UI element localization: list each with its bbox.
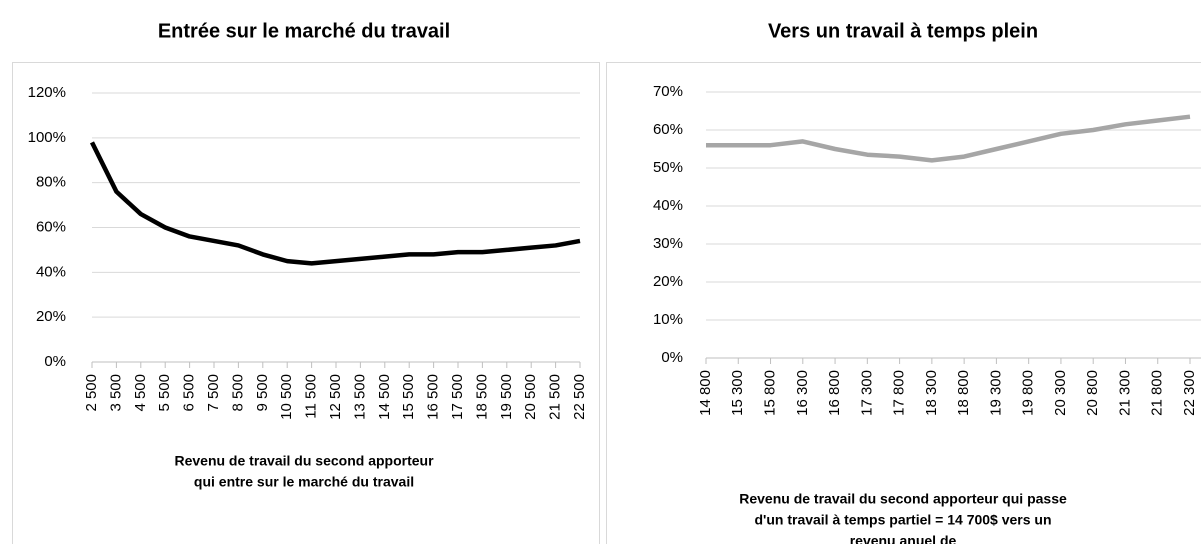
y-tick-label: 50% xyxy=(653,159,683,176)
x-tick-label: 16 500 xyxy=(425,374,442,420)
x-tick-label: 14 800 xyxy=(697,370,714,416)
x-tick-label: 19 800 xyxy=(1020,370,1037,416)
x-tick-label: 17 500 xyxy=(449,374,466,420)
y-tick-label: 20% xyxy=(36,308,66,325)
x-tick-label: 22 300 xyxy=(1181,370,1198,416)
x-tick-label: 15 800 xyxy=(762,370,779,416)
y-tick-label: 70% xyxy=(653,83,683,100)
y-tick-label: 120% xyxy=(28,84,66,101)
chart-frame xyxy=(12,62,600,544)
x-tick-label: 4 500 xyxy=(132,374,149,412)
x-tick-label: 19 300 xyxy=(987,370,1004,416)
chart-title: Vers un travail à temps plein xyxy=(768,20,1038,42)
x-tick-label: 21 300 xyxy=(1116,370,1133,416)
y-tick-label: 60% xyxy=(653,121,683,138)
x-tick-label: 14 500 xyxy=(376,374,393,420)
x-tick-label: 20 300 xyxy=(1052,370,1069,416)
y-tick-label: 100% xyxy=(28,129,66,146)
y-tick-label: 20% xyxy=(653,273,683,290)
x-axis-title: revenu anuel de xyxy=(850,533,957,544)
x-tick-label: 12 500 xyxy=(327,374,344,420)
x-axis-title: Revenu de travail du second apporteur qu… xyxy=(739,491,1067,507)
x-tick-label: 9 500 xyxy=(254,374,271,412)
x-tick-label: 19 500 xyxy=(498,374,515,420)
x-axis-title: qui entre sur le marché du travail xyxy=(194,474,414,490)
x-tick-label: 2 500 xyxy=(83,374,100,412)
y-tick-label: 40% xyxy=(653,197,683,214)
x-tick-label: 17 300 xyxy=(858,370,875,416)
chart-title: Entrée sur le marché du travail xyxy=(158,20,450,42)
chart-frame xyxy=(606,62,1201,544)
x-tick-label: 18 800 xyxy=(955,370,972,416)
x-tick-label: 16 300 xyxy=(794,370,811,416)
x-tick-label: 15 500 xyxy=(400,374,417,420)
x-tick-label: 22 500 xyxy=(571,374,588,420)
y-tick-label: 40% xyxy=(36,263,66,280)
x-tick-label: 3 500 xyxy=(107,374,124,412)
x-axis-title: Revenu de travail du second apporteur xyxy=(174,453,434,469)
x-tick-label: 8 500 xyxy=(229,374,246,412)
y-tick-label: 0% xyxy=(661,349,683,366)
x-tick-label: 17 800 xyxy=(891,370,908,416)
data-line xyxy=(706,114,1191,163)
x-tick-label: 15 300 xyxy=(729,370,746,416)
data-line xyxy=(89,141,581,266)
x-tick-label: 5 500 xyxy=(156,374,173,412)
x-tick-label: 7 500 xyxy=(205,374,222,412)
y-tick-label: 0% xyxy=(44,353,66,370)
x-tick-label: 13 500 xyxy=(351,374,368,420)
x-tick-label: 21 500 xyxy=(547,374,564,420)
x-tick-label: 6 500 xyxy=(181,374,198,412)
x-tick-label: 18 500 xyxy=(473,374,490,420)
x-tick-label: 20 500 xyxy=(522,374,539,420)
x-tick-label: 20 800 xyxy=(1084,370,1101,416)
x-tick-label: 21 800 xyxy=(1149,370,1166,416)
x-tick-label: 16 800 xyxy=(826,370,843,416)
x-tick-label: 11 500 xyxy=(303,374,320,419)
y-tick-label: 30% xyxy=(653,235,683,252)
y-tick-label: 80% xyxy=(36,174,66,191)
y-tick-label: 10% xyxy=(653,311,683,328)
y-tick-label: 60% xyxy=(36,218,66,235)
x-axis-title: d'un travail à temps partiel = 14 700$ v… xyxy=(754,512,1051,528)
x-tick-label: 18 300 xyxy=(923,370,940,416)
x-tick-label: 10 500 xyxy=(278,374,295,420)
